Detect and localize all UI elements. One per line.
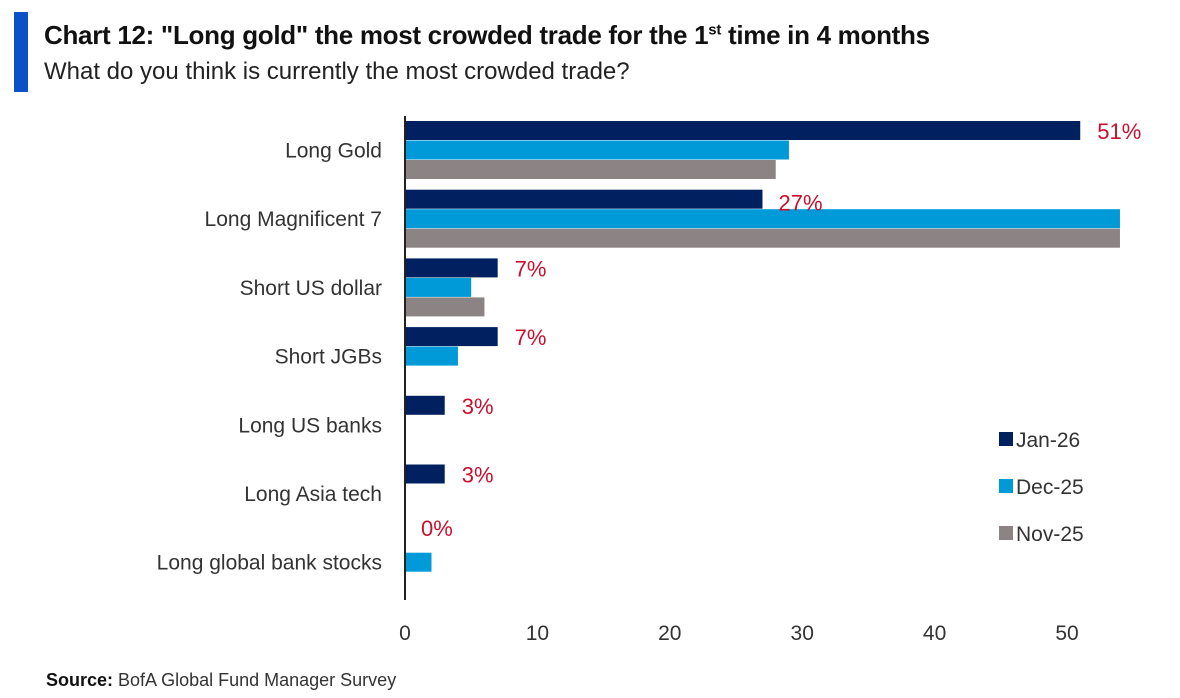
category-label: Long Asia tech: [244, 483, 382, 506]
category-label: Long US banks: [238, 414, 382, 437]
bar-short-us-dollar-dec-25: [405, 277, 472, 297]
data-label: 51%: [1097, 119, 1141, 144]
category-label: Long global bank stocks: [157, 552, 382, 575]
bar-long-global-bank-stocks-dec-25: [405, 552, 432, 572]
x-tick-label: 0: [399, 622, 411, 645]
bar-long-magnificent-7-nov-25: [405, 228, 1120, 248]
bar-short-us-dollar-jan-26: [405, 258, 498, 278]
data-labels: 51% 27% 7% 7% 3% 3% 0%: [421, 119, 1141, 541]
chart-subtitle: What do you think is currently the most …: [44, 58, 630, 85]
source-label: Source:: [46, 670, 114, 690]
source-note: Source: BofA Global Fund Manager Survey: [46, 670, 396, 691]
data-label: 0%: [421, 516, 453, 541]
chart-title-text: Chart 12: "Long gold" the most crowded t…: [44, 20, 709, 50]
bar-short-us-dollar-nov-25: [405, 297, 485, 317]
category-label: Long Gold: [285, 140, 382, 163]
legend-label-nov-25: Nov-25: [1016, 523, 1084, 546]
bars-group: [405, 121, 1120, 572]
bar-short-jgbs-jan-26: [405, 327, 498, 347]
category-label: Long Magnificent 7: [205, 208, 382, 231]
legend-swatch-jan-26: [999, 432, 1013, 446]
bar-long-gold-jan-26: [405, 121, 1081, 140]
bar-long-gold-dec-25: [405, 140, 789, 160]
x-tick-label: 10: [526, 622, 549, 645]
x-tick-label: 20: [658, 622, 681, 645]
category-label: Short US dollar: [240, 277, 382, 300]
title-accent-bar: [14, 12, 28, 92]
data-label: 27%: [778, 191, 822, 216]
x-tick-label: 50: [1055, 622, 1078, 645]
data-label: 3%: [462, 463, 494, 488]
x-tick-label: 30: [791, 622, 814, 645]
bar-long-magnificent-7-dec-25: [405, 209, 1120, 229]
bar-long-us-banks-jan-26: [405, 395, 445, 415]
source-text: BofA Global Fund Manager Survey: [113, 670, 397, 690]
chart-title: Chart 12: "Long gold" the most crowded t…: [44, 20, 930, 51]
x-tick-label: 40: [923, 622, 946, 645]
data-label: 7%: [515, 325, 547, 350]
legend-label-dec-25: Dec-25: [1016, 476, 1084, 499]
legend-swatch-nov-25: [999, 526, 1013, 540]
legend: Jan-26 Dec-25 Nov-25: [999, 429, 1084, 546]
data-label: 3%: [462, 394, 494, 419]
legend-label-jan-26: Jan-26: [1016, 429, 1080, 452]
bar-long-magnificent-7-jan-26: [405, 189, 763, 209]
legend-swatch-dec-25: [999, 479, 1013, 493]
chart-title-end: time in 4 months: [721, 20, 930, 50]
data-label: 7%: [515, 256, 547, 281]
x-axis-ticks: 0 10 20 30 40 50: [399, 622, 1079, 645]
category-label: Short JGBs: [275, 346, 382, 369]
bar-short-jgbs-dec-25: [405, 346, 458, 366]
chart-title-superscript: st: [708, 21, 722, 39]
bar-long-gold-nov-25: [405, 160, 776, 179]
category-labels: Long Gold Long Magnificent 7 Short US doll…: [157, 140, 382, 575]
bar-long-asia-tech-jan-26: [405, 464, 445, 484]
